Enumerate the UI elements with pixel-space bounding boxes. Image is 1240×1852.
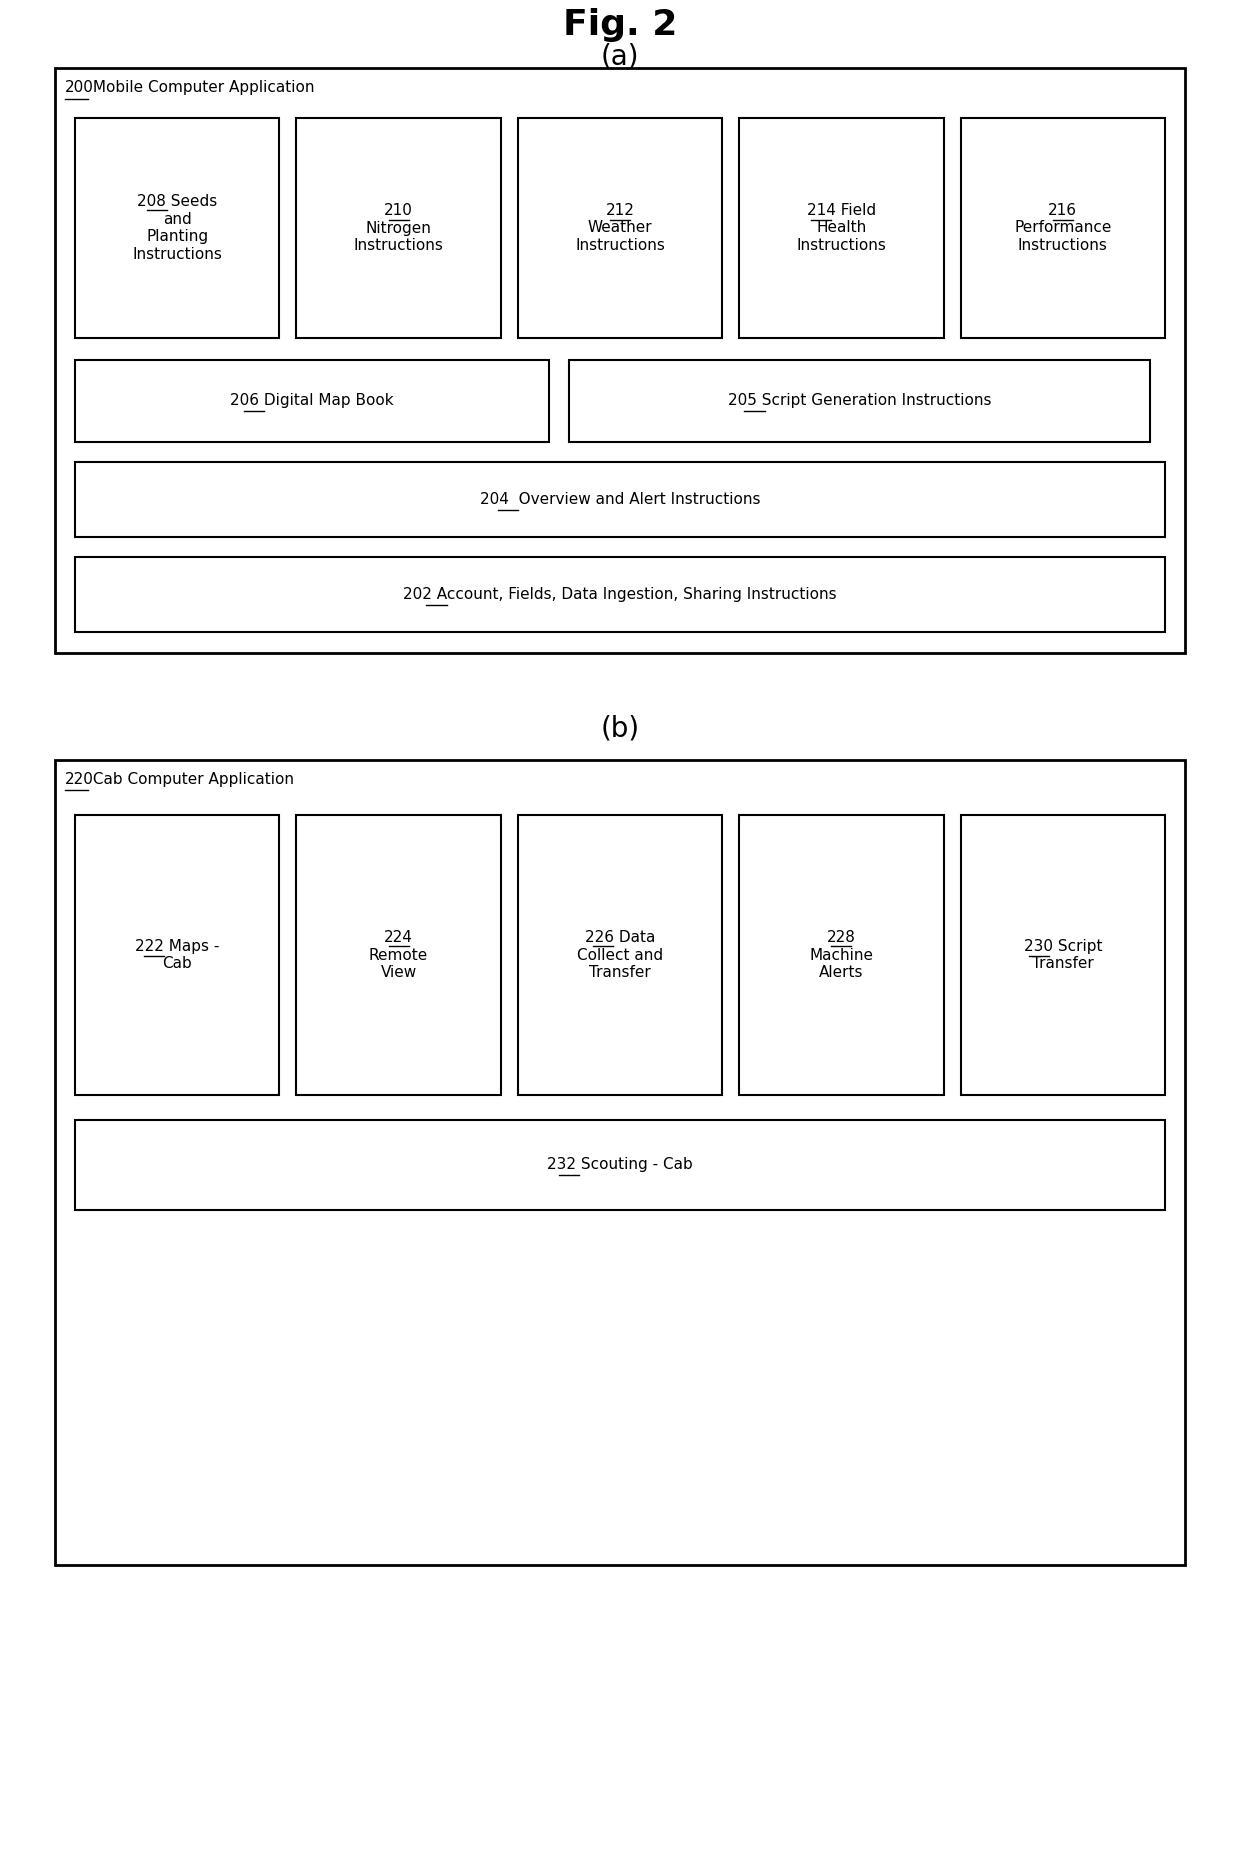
Bar (74, 119, 279, 339)
Text: 200: 200 (64, 80, 94, 94)
Text: 230 Script
Transfer: 230 Script Transfer (1023, 939, 1102, 970)
Text: 222 Maps -
Cab: 222 Maps - Cab (135, 939, 219, 970)
Text: 232 Scouting - Cab: 232 Scouting - Cab (547, 1158, 693, 1172)
Bar (569, 359, 1151, 443)
Text: 220: 220 (64, 772, 94, 787)
Text: (b): (b) (600, 715, 640, 743)
Bar (739, 119, 944, 339)
Bar (74, 461, 1166, 537)
Text: Fig. 2: Fig. 2 (563, 7, 677, 43)
Text: 214 Field
Health
Instructions: 214 Field Health Instructions (796, 204, 887, 254)
Text: 202 Account, Fields, Data Ingestion, Sharing Instructions: 202 Account, Fields, Data Ingestion, Sha… (403, 587, 837, 602)
Bar (961, 119, 1166, 339)
Text: 212
Weather
Instructions: 212 Weather Instructions (575, 204, 665, 254)
Bar (296, 119, 501, 339)
Text: 204  Overview and Alert Instructions: 204 Overview and Alert Instructions (480, 493, 760, 507)
Bar (55, 69, 1185, 654)
Bar (55, 759, 1185, 1565)
Text: 226 Data
Collect and
Transfer: 226 Data Collect and Transfer (577, 930, 663, 980)
Text: 206 Digital Map Book: 206 Digital Map Book (231, 393, 394, 409)
Text: 224
Remote
View: 224 Remote View (370, 930, 428, 980)
Bar (74, 815, 279, 1095)
Bar (74, 1120, 1166, 1209)
Text: (a): (a) (600, 43, 640, 70)
Text: 205 Script Generation Instructions: 205 Script Generation Instructions (728, 393, 992, 409)
Bar (518, 119, 722, 339)
Bar (74, 557, 1166, 632)
Text: 216
Performance
Instructions: 216 Performance Instructions (1014, 204, 1111, 254)
Bar (518, 815, 722, 1095)
Text: 228
Machine
Alerts: 228 Machine Alerts (810, 930, 873, 980)
Bar (74, 359, 549, 443)
Text: Mobile Computer Application: Mobile Computer Application (88, 80, 314, 94)
Text: 208 Seeds
and
Planting
Instructions: 208 Seeds and Planting Instructions (133, 194, 222, 261)
Bar (739, 815, 944, 1095)
Text: 210
Nitrogen
Instructions: 210 Nitrogen Instructions (353, 204, 444, 254)
Bar (961, 815, 1166, 1095)
Bar (296, 815, 501, 1095)
Text: Cab Computer Application: Cab Computer Application (88, 772, 294, 787)
